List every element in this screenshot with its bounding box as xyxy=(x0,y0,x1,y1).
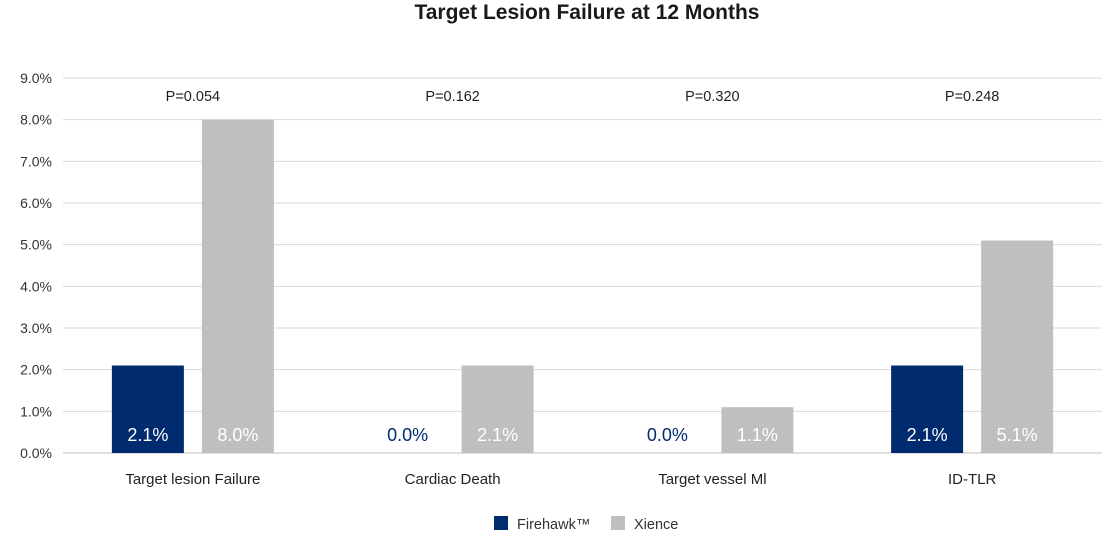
legend-label: Firehawk™ xyxy=(517,517,590,533)
data-label: 0.0% xyxy=(647,425,688,445)
x-category-label: ID-TLR xyxy=(948,471,997,488)
y-tick-label: 3.0% xyxy=(20,320,52,336)
bar-firehawk xyxy=(111,365,184,453)
y-tick-label: 8.0% xyxy=(20,112,52,128)
bar-xience xyxy=(461,365,534,453)
y-tick-label: 4.0% xyxy=(20,278,52,294)
x-category-label: Target lesion Failure xyxy=(125,471,260,488)
y-tick-label: 6.0% xyxy=(20,195,52,211)
y-tick-label: 7.0% xyxy=(20,153,52,169)
y-axis: 0.0% 1.0% 2.0% 3.0% 4.0% 5.0% 6.0% 7.0% 8.0% 9.0% xyxy=(20,70,52,461)
bars xyxy=(111,119,1054,454)
x-axis: Target lesion Failure Cardiac Death Target… xyxy=(125,471,996,488)
data-labels: 2.1% 8.0% 0.0% 2.1% 0.0% 1.1% 2.1% 5.1% xyxy=(127,425,1037,445)
y-tick-label: 2.0% xyxy=(20,362,52,378)
p-value-label: P=0.320 xyxy=(685,89,739,105)
bar-firehawk xyxy=(891,365,964,453)
p-value-annotations: P=0.054 P=0.162 P=0.320 P=0.248 xyxy=(166,89,1000,105)
bar-xience xyxy=(201,119,274,454)
legend-swatch xyxy=(494,516,508,530)
legend: Firehawk™ Xience xyxy=(494,516,678,533)
y-tick-label: 5.0% xyxy=(20,237,52,253)
x-category-label: Cardiac Death xyxy=(405,471,501,488)
y-tick-label: 0.0% xyxy=(20,445,52,461)
data-label: 2.1% xyxy=(127,425,168,445)
p-value-label: P=0.054 xyxy=(166,89,220,105)
data-label: 5.1% xyxy=(997,425,1038,445)
legend-label: Xience xyxy=(634,517,678,533)
x-category-label: Target vessel Ml xyxy=(658,471,766,488)
bar-xience xyxy=(981,240,1054,453)
legend-swatch xyxy=(611,516,625,530)
data-label: 0.0% xyxy=(387,425,428,445)
y-tick-label: 1.0% xyxy=(20,403,52,419)
p-value-label: P=0.248 xyxy=(945,89,999,105)
chart-title: Target Lesion Failure at 12 Months xyxy=(414,1,759,24)
p-value-label: P=0.162 xyxy=(425,89,479,105)
data-label: 2.1% xyxy=(907,425,948,445)
y-tick-label: 9.0% xyxy=(20,70,52,86)
data-label: 8.0% xyxy=(217,425,258,445)
bar-xience xyxy=(721,407,794,453)
data-label: 2.1% xyxy=(477,425,518,445)
data-label: 1.1% xyxy=(737,425,778,445)
